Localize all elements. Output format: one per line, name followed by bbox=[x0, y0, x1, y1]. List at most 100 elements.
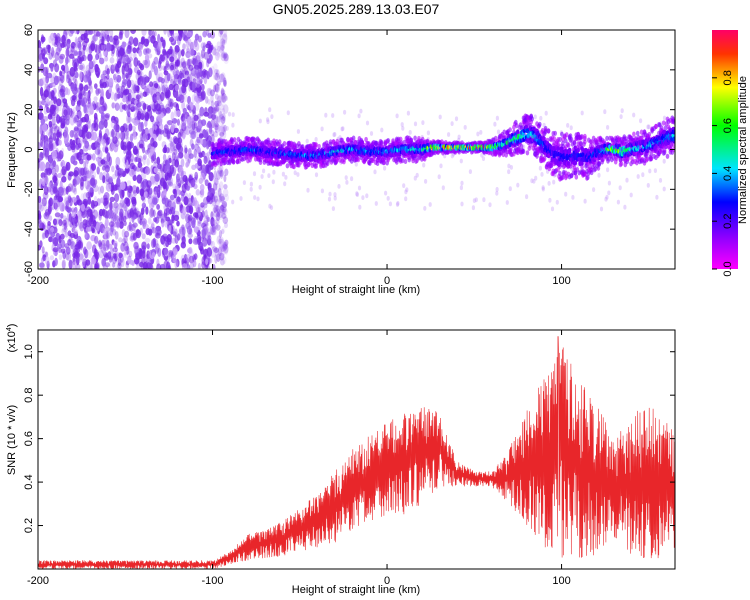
spectrogram-noise-cell bbox=[126, 224, 132, 232]
spectrogram-noise-cell bbox=[94, 63, 99, 73]
spectrogram-noise-cell bbox=[131, 97, 136, 106]
spectrogram-noise-cell bbox=[171, 152, 176, 161]
spectrogram-noise-cell bbox=[198, 242, 205, 249]
spectrogram-noise-cell bbox=[107, 44, 113, 51]
spectrogram-noise-cell bbox=[41, 232, 45, 240]
spectrogram-noise-cell bbox=[124, 230, 130, 238]
spectrogram-speckle bbox=[324, 112, 328, 118]
spectrogram-noise-cell bbox=[222, 53, 228, 59]
spectrogram-noise-cell bbox=[220, 87, 225, 97]
spectrogram-noise-cell bbox=[221, 207, 227, 213]
spectrogram-noise-cell bbox=[74, 218, 79, 227]
spectrogram-noise-cell bbox=[79, 241, 83, 251]
spectrogram-noise-cell bbox=[216, 205, 221, 213]
spectrogram-noise-cell bbox=[64, 231, 69, 238]
spectrogram-noise-cell bbox=[50, 64, 54, 72]
spectrogram-noise-cell bbox=[87, 196, 92, 205]
spectrogram-noise-cell bbox=[209, 125, 213, 135]
spectrogram-speckle bbox=[541, 185, 545, 191]
spectrogram-noise-cell bbox=[168, 177, 174, 187]
spectrogram-speckle bbox=[604, 196, 608, 202]
spectrogram-noise-cell bbox=[213, 170, 217, 180]
spectrogram-noise-cell bbox=[86, 241, 92, 250]
spectrogram-noise-cell bbox=[222, 39, 226, 49]
spectrogram-noise-cell bbox=[109, 35, 113, 43]
spectrogram-noise-cell bbox=[223, 184, 228, 190]
spectrogram-noise-cell bbox=[223, 193, 229, 202]
spectrogram-noise-cell bbox=[49, 161, 54, 171]
spectrogram-noise-cell bbox=[84, 83, 91, 90]
spectrogram-noise-cell bbox=[70, 241, 76, 250]
spectrogram-speckle bbox=[314, 172, 319, 178]
spectrogram-noise-cell bbox=[169, 36, 174, 43]
spectrogram-noise-cell bbox=[215, 224, 221, 231]
spectrogram-noise-cell bbox=[74, 36, 78, 46]
spectrogram-noise-cell bbox=[152, 196, 158, 205]
spectrogram-noise-cell bbox=[200, 138, 204, 145]
spectrogram-noise-cell bbox=[59, 53, 65, 60]
spectrogram-speckle bbox=[583, 198, 587, 204]
spectrogram-speckle bbox=[424, 179, 428, 184]
spectrogram-noise-cell bbox=[79, 71, 83, 81]
spectrogram-noise-cell bbox=[51, 150, 57, 160]
spectrogram-noise-cell bbox=[181, 100, 186, 111]
spectrogram-noise-cell bbox=[202, 199, 208, 206]
spectrogram-noise-cell bbox=[121, 104, 126, 110]
spectrogram-noise-cell bbox=[220, 123, 225, 133]
spectrogram-noise-cell bbox=[52, 186, 58, 194]
spectrogram-noise-cell bbox=[216, 252, 222, 260]
spectrogram-noise-cell bbox=[147, 228, 152, 236]
spectrogram-speckle bbox=[658, 178, 663, 183]
spectrogram-noise-cell bbox=[128, 250, 133, 258]
spectrogram-noise-cell bbox=[116, 176, 121, 186]
spectrogram-noise-cell bbox=[63, 222, 67, 230]
spectrogram-noise-cell bbox=[114, 262, 118, 269]
spectrogram-noise-cell bbox=[114, 231, 119, 240]
spectrogram-speckle bbox=[479, 130, 483, 135]
spectrogram-noise-cell bbox=[40, 36, 46, 43]
spectrogram-noise-cell bbox=[45, 66, 50, 75]
spectrogram-speckle bbox=[639, 118, 643, 124]
spectrogram-speckle bbox=[662, 115, 667, 121]
spectrogram-noise-cell bbox=[172, 183, 178, 190]
spectrogram-noise-cell bbox=[58, 78, 64, 87]
spectrogram-noise-cell bbox=[79, 63, 86, 72]
spectrogram-noise-cell bbox=[219, 204, 224, 214]
spectrogram-noise-cell bbox=[168, 225, 172, 233]
spectrogram-noise-cell bbox=[61, 259, 66, 269]
spectrogram-noise-cell bbox=[207, 106, 214, 114]
spectrogram-noise-cell bbox=[103, 119, 108, 129]
spectrogram-noise-cell bbox=[213, 72, 219, 81]
spectrogram-noise-cell bbox=[210, 94, 214, 103]
spectrogram-speckle bbox=[496, 129, 501, 135]
spectrogram-noise-cell bbox=[54, 63, 60, 73]
spectrogram-noise-cell bbox=[126, 107, 130, 116]
spectrogram-noise-cell bbox=[109, 196, 115, 202]
spectrogram-noise-cell bbox=[197, 113, 201, 120]
spectrogram-noise-cell bbox=[84, 180, 91, 190]
spectrogram-noise-cell bbox=[81, 130, 86, 140]
spectrogram-noise-cell bbox=[168, 251, 173, 259]
spectrogram-noise-cell bbox=[53, 224, 57, 234]
spectrogram-noise-cell bbox=[115, 156, 121, 167]
spectrogram-noise-cell bbox=[60, 42, 66, 49]
spectrogram-noise-cell bbox=[181, 235, 186, 245]
spectrogram-noise-cell bbox=[61, 64, 65, 71]
spectrogram-ridge-halo bbox=[407, 157, 412, 163]
spectrogram-noise-cell bbox=[169, 56, 175, 63]
spectrogram-speckle bbox=[231, 112, 235, 117]
spectrogram-noise-cell bbox=[213, 82, 218, 89]
spectrogram-noise-cell bbox=[85, 191, 91, 199]
spectrogram-noise-cell bbox=[163, 84, 169, 93]
spectrogram-noise-cell bbox=[150, 165, 154, 175]
spectrogram-noise-cell bbox=[49, 255, 55, 261]
spectrogram-noise-cell bbox=[155, 108, 162, 115]
spectrogram-noise-cell bbox=[72, 225, 77, 233]
spectrogram-noise-cell bbox=[137, 60, 141, 66]
spectrogram-noise-cell bbox=[138, 49, 143, 57]
spectrogram-speckle bbox=[592, 187, 596, 193]
spectrogram-noise-cell bbox=[220, 204, 225, 211]
spectrogram-speckle bbox=[283, 181, 287, 187]
spectrogram-noise-cell bbox=[177, 152, 184, 159]
spectrogram-noise-cell bbox=[113, 76, 119, 83]
